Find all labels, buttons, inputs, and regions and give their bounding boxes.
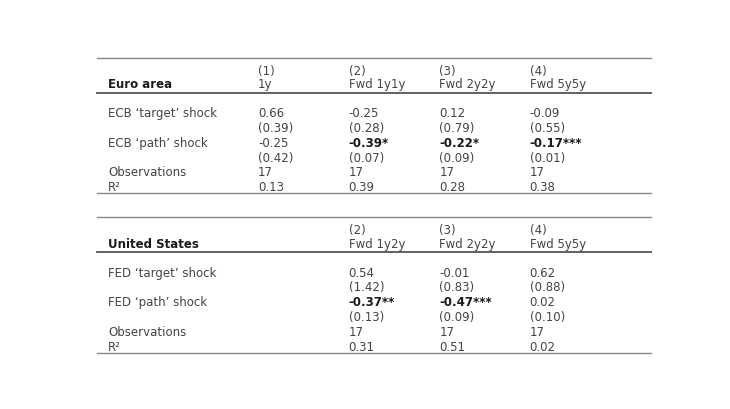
- Text: Fwd 2y2y: Fwd 2y2y: [439, 78, 496, 91]
- Text: (0.79): (0.79): [439, 121, 474, 135]
- Text: -0.01: -0.01: [439, 266, 469, 279]
- Text: R²: R²: [108, 340, 121, 353]
- Text: (0.09): (0.09): [439, 151, 474, 164]
- Text: Observations: Observations: [108, 325, 186, 338]
- Text: (2): (2): [349, 65, 366, 78]
- Text: -0.17***: -0.17***: [530, 137, 583, 149]
- Text: (0.28): (0.28): [349, 121, 384, 135]
- Text: Fwd 5y5y: Fwd 5y5y: [530, 237, 586, 250]
- Text: 1y: 1y: [258, 78, 272, 91]
- Text: FED ‘target’ shock: FED ‘target’ shock: [108, 266, 217, 279]
- Text: 17: 17: [530, 166, 545, 179]
- Text: 0.66: 0.66: [258, 107, 284, 120]
- Text: (0.42): (0.42): [258, 151, 293, 164]
- Text: 17: 17: [439, 325, 454, 338]
- Text: -0.22*: -0.22*: [439, 137, 480, 149]
- Text: FED ‘path’ shock: FED ‘path’ shock: [108, 296, 207, 308]
- Text: 0.02: 0.02: [530, 296, 556, 308]
- Text: 0.02: 0.02: [530, 340, 556, 353]
- Text: Fwd 1y1y: Fwd 1y1y: [349, 78, 405, 91]
- Text: (3): (3): [439, 224, 456, 237]
- Text: Fwd 5y5y: Fwd 5y5y: [530, 78, 586, 91]
- Text: 17: 17: [349, 166, 364, 179]
- Text: 0.54: 0.54: [349, 266, 374, 279]
- Text: 0.51: 0.51: [439, 340, 465, 353]
- Text: (2): (2): [349, 224, 366, 237]
- Text: ECB ‘path’ shock: ECB ‘path’ shock: [108, 137, 208, 149]
- Text: (4): (4): [530, 224, 547, 237]
- Text: (1): (1): [258, 65, 275, 78]
- Text: -0.37**: -0.37**: [349, 296, 395, 308]
- Text: (0.39): (0.39): [258, 121, 293, 135]
- Text: 0.28: 0.28: [439, 181, 465, 194]
- Text: United States: United States: [108, 237, 199, 250]
- Text: -0.09: -0.09: [530, 107, 560, 120]
- Text: Euro area: Euro area: [108, 78, 172, 91]
- Text: (0.07): (0.07): [349, 151, 384, 164]
- Text: 17: 17: [258, 166, 273, 179]
- Text: 0.38: 0.38: [530, 181, 556, 194]
- Text: -0.39*: -0.39*: [349, 137, 389, 149]
- Text: (0.55): (0.55): [530, 121, 565, 135]
- Text: 17: 17: [530, 325, 545, 338]
- Text: 17: 17: [439, 166, 454, 179]
- Text: (3): (3): [439, 65, 456, 78]
- Text: Fwd 2y2y: Fwd 2y2y: [439, 237, 496, 250]
- Text: (1.42): (1.42): [349, 281, 384, 294]
- Text: (0.01): (0.01): [530, 151, 565, 164]
- Text: Fwd 1y2y: Fwd 1y2y: [349, 237, 405, 250]
- Text: 17: 17: [349, 325, 364, 338]
- Text: 0.13: 0.13: [258, 181, 284, 194]
- Text: -0.25: -0.25: [349, 107, 379, 120]
- Text: (4): (4): [530, 65, 547, 78]
- Text: (0.13): (0.13): [349, 310, 384, 323]
- Text: (0.10): (0.10): [530, 310, 565, 323]
- Text: (0.83): (0.83): [439, 281, 474, 294]
- Text: 0.39: 0.39: [349, 181, 374, 194]
- Text: -0.25: -0.25: [258, 137, 288, 149]
- Text: 0.31: 0.31: [349, 340, 374, 353]
- Text: (0.09): (0.09): [439, 310, 474, 323]
- Text: 0.62: 0.62: [530, 266, 556, 279]
- Text: Observations: Observations: [108, 166, 186, 179]
- Text: ECB ‘target’ shock: ECB ‘target’ shock: [108, 107, 218, 120]
- Text: (0.88): (0.88): [530, 281, 565, 294]
- Text: 0.12: 0.12: [439, 107, 465, 120]
- Text: R²: R²: [108, 181, 121, 194]
- Text: -0.47***: -0.47***: [439, 296, 492, 308]
